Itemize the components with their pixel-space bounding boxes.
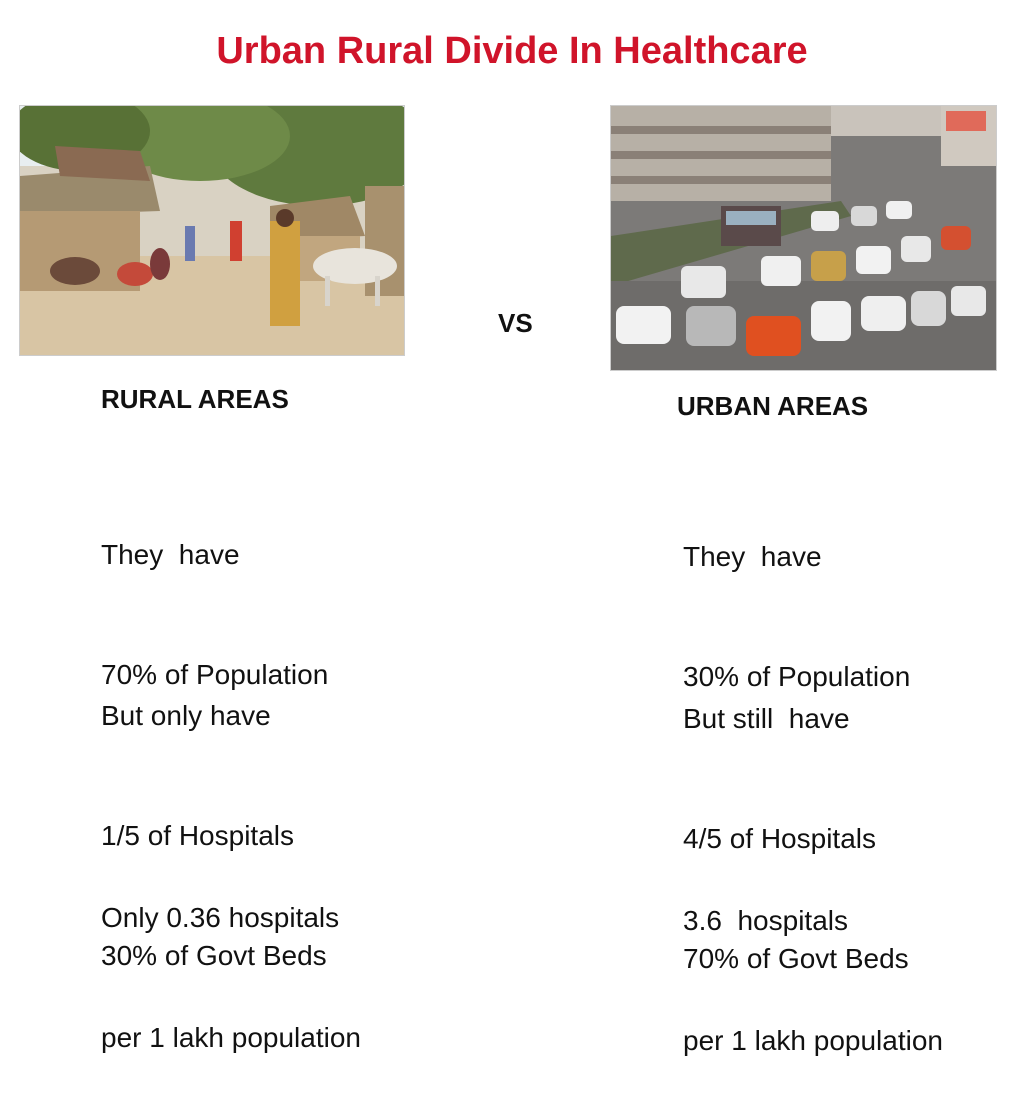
urban-heading: URBAN AREAS: [677, 391, 869, 421]
rural-population-line-2: 70% of Population: [101, 659, 329, 690]
rural-facilities-line-2: 1/5 of Hospitals: [101, 820, 294, 851]
urban-ratio-line-2: per 1 lakh population: [683, 1025, 943, 1056]
rural-ratio-block: Only 0.36 hospitals per 1 lakh populatio…: [101, 818, 361, 1098]
urban-facilities-line-3: 70% of Govt Beds: [683, 943, 909, 974]
urban-ratio-block: 3.6 hospitals per 1 lakh population: [683, 821, 943, 1101]
rural-ratio-line-2: per 1 lakh population: [101, 1022, 361, 1053]
urban-facilities-line-1: But still have: [683, 703, 850, 734]
rural-population-line-1: They have: [101, 539, 240, 570]
urban-facilities-block: But still have 4/5 of Hospitals 70% of G…: [683, 619, 909, 1019]
rural-heading: RURAL AREAS: [101, 384, 289, 414]
urban-ratio-line-1: 3.6 hospitals: [683, 905, 848, 936]
rural-facilities-line-1: But only have: [101, 700, 271, 731]
rural-facilities-block: But only have 1/5 of Hospitals 30% of Go…: [101, 616, 327, 1016]
vs-label: VS: [498, 308, 533, 338]
rural-facilities-line-3: 30% of Govt Beds: [101, 940, 327, 971]
urban-population-block: They have 30% of Population: [683, 457, 910, 737]
rural-village-photo: [19, 105, 405, 356]
page-title: Urban Rural Divide In Healthcare: [216, 30, 808, 72]
rural-population-block: They have 70% of Population: [101, 455, 328, 735]
urban-population-line-1: They have: [683, 541, 822, 572]
urban-facilities-line-2: 4/5 of Hospitals: [683, 823, 876, 854]
rural-ratio-line-1: Only 0.36 hospitals: [101, 902, 340, 933]
urban-population-line-2: 30% of Population: [683, 661, 911, 692]
urban-traffic-photo: [610, 105, 997, 371]
